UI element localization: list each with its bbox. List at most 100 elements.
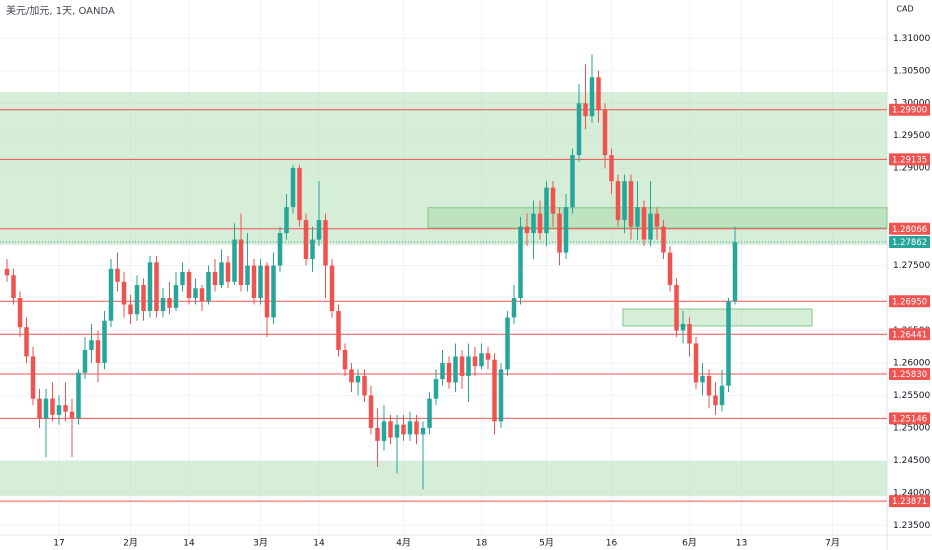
candle-body <box>76 372 81 419</box>
candle-body <box>4 268 10 276</box>
x-tick-label: 4月 <box>396 538 411 549</box>
chart-title: 美元/加元, 1天, OANDA <box>6 4 115 17</box>
y-tick-label: 1.27500 <box>893 261 930 271</box>
candle-body <box>349 369 354 383</box>
candle-body <box>479 353 484 367</box>
candle-body <box>193 288 198 299</box>
level-label-bg <box>889 495 930 508</box>
candle-body <box>381 421 387 441</box>
candle-body <box>303 220 309 260</box>
candle-body <box>544 187 549 234</box>
candle-body <box>635 207 640 227</box>
candle-body <box>284 207 289 234</box>
candle-body <box>498 369 504 422</box>
candle-body <box>63 405 68 412</box>
candle-body <box>459 356 465 376</box>
level-label-bg <box>889 222 930 235</box>
candle-body <box>206 272 211 302</box>
candle-body <box>147 262 153 312</box>
zone <box>0 460 887 497</box>
candle-body <box>693 343 699 383</box>
candle-body <box>50 398 55 415</box>
candle-body <box>258 265 263 299</box>
candle-body <box>134 285 140 315</box>
x-tick-label: 18 <box>476 539 488 549</box>
candle-body <box>69 411 75 419</box>
candle-body <box>440 362 445 380</box>
level-label-bg <box>889 328 930 341</box>
candle-body <box>511 298 517 318</box>
candle-body <box>30 356 36 399</box>
candle-body <box>732 242 738 302</box>
candle-body <box>43 398 49 419</box>
candle-body <box>557 213 562 253</box>
x-tick-label: 5月 <box>539 538 554 549</box>
candle-body <box>414 421 419 435</box>
x-tick-label: 16 <box>606 539 618 549</box>
candle-body <box>602 109 608 156</box>
candle-body <box>316 220 322 240</box>
candle-body <box>297 168 302 221</box>
candle-body <box>154 262 159 312</box>
candle-body <box>24 327 29 357</box>
x-tick-label: 13 <box>736 539 747 549</box>
candle-body <box>342 349 348 370</box>
y-tick-label: 1.29500 <box>893 131 930 141</box>
candle-body <box>375 427 380 441</box>
candle-body <box>56 405 62 415</box>
candle-body <box>89 340 94 350</box>
candle-body <box>563 207 569 253</box>
candle-body <box>115 268 120 282</box>
candle-body <box>102 320 107 363</box>
candle-body <box>232 239 237 282</box>
candle-body <box>323 220 328 266</box>
candle-body <box>355 375 361 383</box>
current-price-label-bg <box>889 236 930 249</box>
candle-body <box>121 281 127 305</box>
x-tick-label: 6月 <box>682 538 697 549</box>
level-label: 1.29135 <box>892 155 927 165</box>
candle-body <box>219 262 224 286</box>
candle-body <box>173 285 179 308</box>
candle-body <box>329 265 335 312</box>
y-tick-label: 1.26000 <box>893 358 930 368</box>
candle-body <box>531 213 536 234</box>
level-label: 1.23871 <box>892 497 927 507</box>
candle-body <box>596 77 601 110</box>
y-axis-label: CAD <box>896 5 913 14</box>
candle-body <box>251 265 257 299</box>
y-tick-label: 1.24500 <box>893 456 930 466</box>
plot-area <box>0 0 888 535</box>
candle-body <box>706 375 712 396</box>
candle-body <box>505 317 510 370</box>
y-tick-label: 1.31000 <box>893 34 930 44</box>
candle-body <box>427 398 432 428</box>
level-label: 1.25830 <box>892 370 927 380</box>
y-tick-label: 1.24000 <box>893 488 930 498</box>
candle-body <box>700 375 705 383</box>
candle-body <box>641 207 647 240</box>
level-label: 1.26441 <box>892 330 927 340</box>
candle-body <box>362 375 367 396</box>
candle-body <box>394 424 400 438</box>
candle-body <box>82 349 88 373</box>
y-tick-label: 1.25500 <box>893 391 930 401</box>
candle-body <box>95 340 101 363</box>
candle-body <box>420 427 426 435</box>
candle-body <box>407 421 413 435</box>
candle-body <box>622 181 627 221</box>
candle-body <box>238 239 244 286</box>
candle-body <box>589 77 595 117</box>
x-tick-label: 14 <box>183 539 195 549</box>
candle-body <box>180 272 185 286</box>
level-label: 1.29900 <box>892 106 927 116</box>
candle-body <box>453 356 458 383</box>
candle-body <box>401 424 406 435</box>
candle-body <box>277 233 283 266</box>
level-label-bg <box>889 295 930 308</box>
candle-body <box>628 181 634 227</box>
candle-body <box>583 103 588 117</box>
candle-body <box>310 239 315 260</box>
candle-body <box>167 298 172 308</box>
